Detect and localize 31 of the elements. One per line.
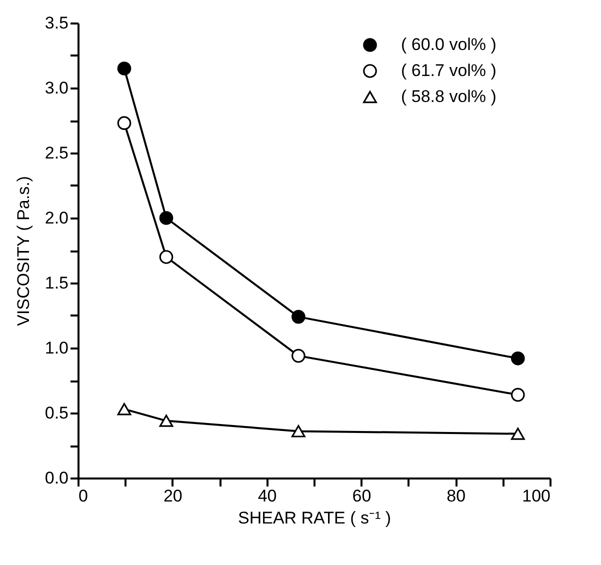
point — [292, 310, 306, 324]
y-tick-label: 3.0 — [44, 78, 68, 98]
y-tick-label: 2.0 — [44, 208, 68, 228]
y-axis-title: VISCOSITY ( Pa.s.) — [14, 176, 33, 326]
x-tick-label: 80 — [446, 486, 466, 506]
legend-label: ( 58.8 vol% ) — [401, 87, 496, 106]
x-tick-label: 60 — [352, 486, 372, 506]
point — [159, 250, 174, 264]
x-tick-label: 40 — [258, 486, 277, 506]
point — [510, 428, 525, 440]
legend-label: ( 61.7 vol% ) — [401, 61, 496, 80]
x-tick-label: 0 — [78, 486, 88, 506]
y-tick-label: 0.5 — [44, 404, 68, 422]
point — [510, 388, 525, 402]
x-tick-label: 100 — [522, 486, 550, 506]
y-tick-label: 3.5 — [44, 14, 68, 32]
point — [510, 351, 525, 366]
legend-label: ( 60.0 vol% ) — [401, 35, 496, 54]
point — [117, 116, 132, 130]
point — [159, 414, 174, 427]
point — [117, 62, 132, 76]
y-tick-label: 1.0 — [44, 338, 68, 358]
point — [292, 348, 306, 363]
y-tick-label: 1.5 — [44, 274, 68, 292]
y-tick-label: 2.5 — [44, 144, 68, 162]
x-axis-title: SHEAR RATE ( s⁻¹ ) — [238, 508, 392, 528]
x-tick-label: 20 — [163, 486, 182, 506]
point — [117, 402, 132, 416]
point — [292, 425, 306, 438]
y-tick-label: 0.0 — [44, 468, 68, 488]
point — [159, 211, 174, 225]
